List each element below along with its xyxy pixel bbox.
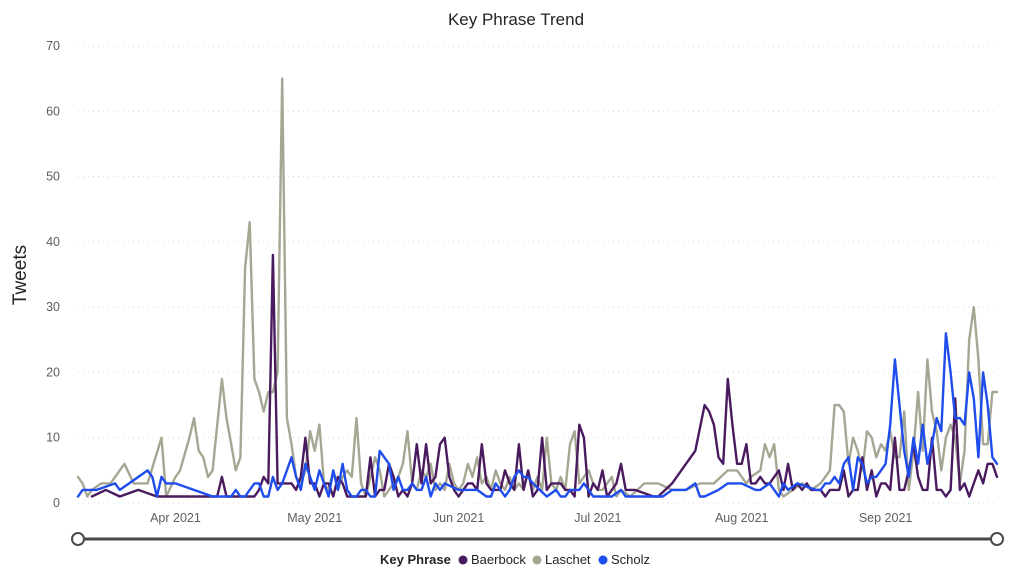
slider-start-handle[interactable] xyxy=(71,532,85,546)
y-tick-label: 10 xyxy=(46,431,60,445)
y-tick-label: 50 xyxy=(46,170,60,184)
x-tick-label: May 2021 xyxy=(287,511,342,525)
y-tick-label: 40 xyxy=(46,235,60,249)
legend-marker-laschet xyxy=(532,555,542,565)
legend-label-baerbock: Baerbock xyxy=(471,552,526,567)
legend-label-laschet: Laschet xyxy=(545,552,591,567)
gridlines xyxy=(78,45,997,504)
y-tick-label: 70 xyxy=(46,39,60,53)
y-tick-label: 60 xyxy=(46,104,60,118)
series-line-laschet[interactable] xyxy=(76,77,999,498)
slider-end-handle[interactable] xyxy=(990,532,1004,546)
legend-title: Key Phrase xyxy=(380,552,451,567)
x-tick-label: Apr 2021 xyxy=(150,511,201,525)
legend-label-scholz: Scholz xyxy=(611,552,650,567)
y-tick-label: 20 xyxy=(46,365,60,379)
x-tick-label: Sep 2021 xyxy=(859,511,913,525)
x-axis-ticks: Apr 2021 May 2021 Jun 2021 Jul 2021 Aug 2021… xyxy=(150,511,912,525)
chart-title: Key Phrase Trend xyxy=(448,10,584,29)
legend: Key Phrase Baerbock Laschet Scholz xyxy=(380,552,650,567)
legend-marker-baerbock xyxy=(458,555,468,565)
y-tick-label: 0 xyxy=(53,496,60,510)
series-line-scholz[interactable] xyxy=(76,332,999,498)
x-tick-label: Aug 2021 xyxy=(715,511,769,525)
series-lines[interactable] xyxy=(76,77,999,498)
y-axis-ticks: 0 10 20 30 40 50 60 70 xyxy=(46,39,60,510)
x-tick-label: Jul 2021 xyxy=(574,511,621,525)
legend-marker-scholz xyxy=(598,555,608,565)
date-range-slider[interactable] xyxy=(71,532,1004,546)
y-axis-label: Tweets xyxy=(10,245,31,305)
y-tick-label: 30 xyxy=(46,300,60,314)
x-tick-label: Jun 2021 xyxy=(433,511,484,525)
